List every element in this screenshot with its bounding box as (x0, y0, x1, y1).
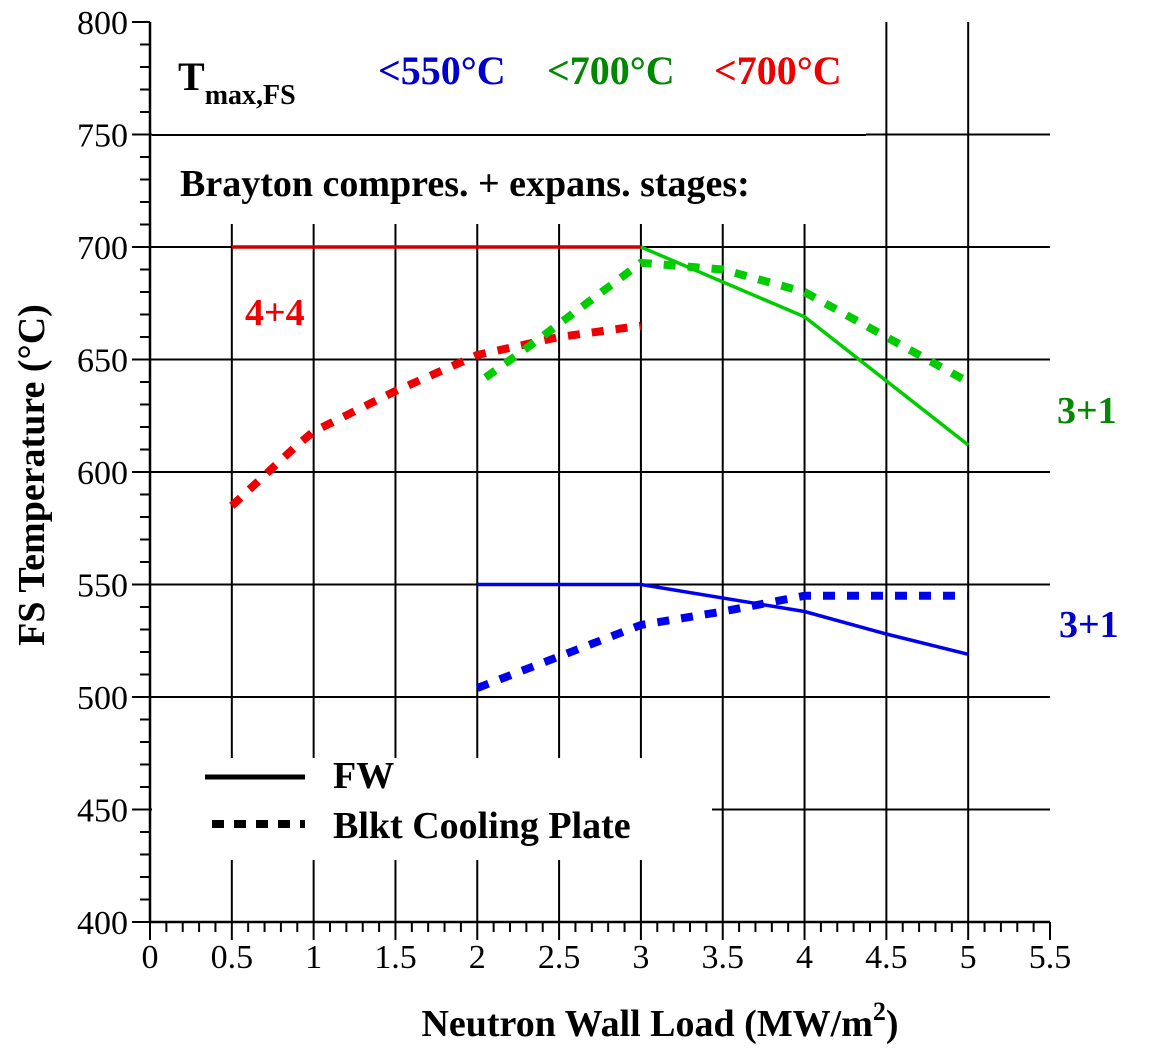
y-tick-label: 800 (77, 5, 128, 42)
annotation-3plus1-green: 3+1 (1057, 390, 1117, 432)
y-tick-label: 400 (77, 905, 128, 942)
y-tick-label: 650 (77, 343, 128, 380)
axes (132, 21, 1051, 940)
y-tick-label: 700 (77, 230, 128, 267)
x-tick-label: 5 (960, 939, 977, 976)
y-tick-label: 600 (77, 455, 128, 492)
x-axis-title-sup: 2 (873, 997, 886, 1026)
tick-labels: 0 0.5 1 1.5 2 2.5 3 3.5 4 4.5 5 5.5 400 450 500 550 600 6… (77, 5, 1071, 976)
limit-red: <700°C (714, 48, 842, 93)
x-tick-label: 1 (305, 939, 322, 976)
series-group (229, 245, 971, 692)
x-tick-label: 3.5 (701, 939, 744, 976)
annotation-3plus1-blue: 3+1 (1059, 604, 1119, 646)
header-box (152, 22, 866, 224)
stages-title: Brayton compres. + expans. stages: (180, 163, 750, 205)
x-axis-title: Neutron Wall Load (MW/m2) (421, 997, 898, 1045)
x-tick-label: 2.5 (538, 939, 581, 976)
x-tick-label: 1.5 (374, 939, 417, 976)
x-tick-label: 0 (142, 939, 159, 976)
annotation-4plus4: 4+4 (245, 292, 305, 334)
x-tick-label: 5.5 (1029, 939, 1072, 976)
y-axis-title: FS Temperature (°C) (11, 304, 53, 646)
series-line-4 (477, 582, 969, 656)
x-axis-title-main: Neutron Wall Load (MW/m (421, 1003, 872, 1045)
tmax-label: Tmax,FS (178, 54, 296, 111)
y-tick-label: 750 (77, 118, 128, 155)
y-tick-label: 550 (77, 568, 128, 605)
series-line-3 (483, 258, 971, 386)
limit-blue: <550°C (378, 48, 506, 93)
x-tick-label: 4 (796, 939, 813, 976)
legend-label-fw: FW (333, 755, 394, 797)
y-tick-label: 500 (77, 680, 128, 717)
x-tick-label: 3 (632, 939, 649, 976)
x-tick-label: 2 (469, 939, 486, 976)
x-axis-title-suffix: ) (886, 1003, 899, 1045)
tmax-main: T (178, 54, 205, 99)
limit-green: <700°C (547, 48, 675, 93)
tmax-subscript: max,FS (205, 80, 296, 111)
x-tick-label: 4.5 (865, 939, 908, 976)
series-line-1 (229, 321, 642, 509)
y-tick-label: 450 (77, 793, 128, 830)
x-tick-label: 0.5 (211, 939, 254, 976)
series-line-5 (475, 591, 969, 692)
legend-label-cooling-plate: Blkt Cooling Plate (333, 805, 631, 847)
